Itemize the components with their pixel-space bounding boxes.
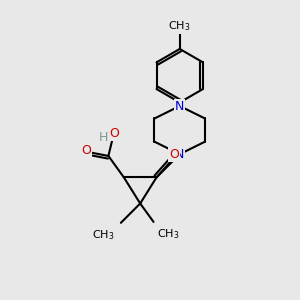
Text: N: N (175, 100, 184, 112)
Text: CH$_3$: CH$_3$ (92, 228, 115, 242)
Text: N: N (175, 148, 184, 161)
Text: H: H (99, 131, 108, 144)
Text: O: O (110, 127, 120, 140)
Text: CH$_3$: CH$_3$ (157, 227, 179, 241)
Text: CH$_3$: CH$_3$ (169, 19, 191, 33)
Text: O: O (82, 144, 91, 158)
Text: O: O (169, 148, 179, 161)
